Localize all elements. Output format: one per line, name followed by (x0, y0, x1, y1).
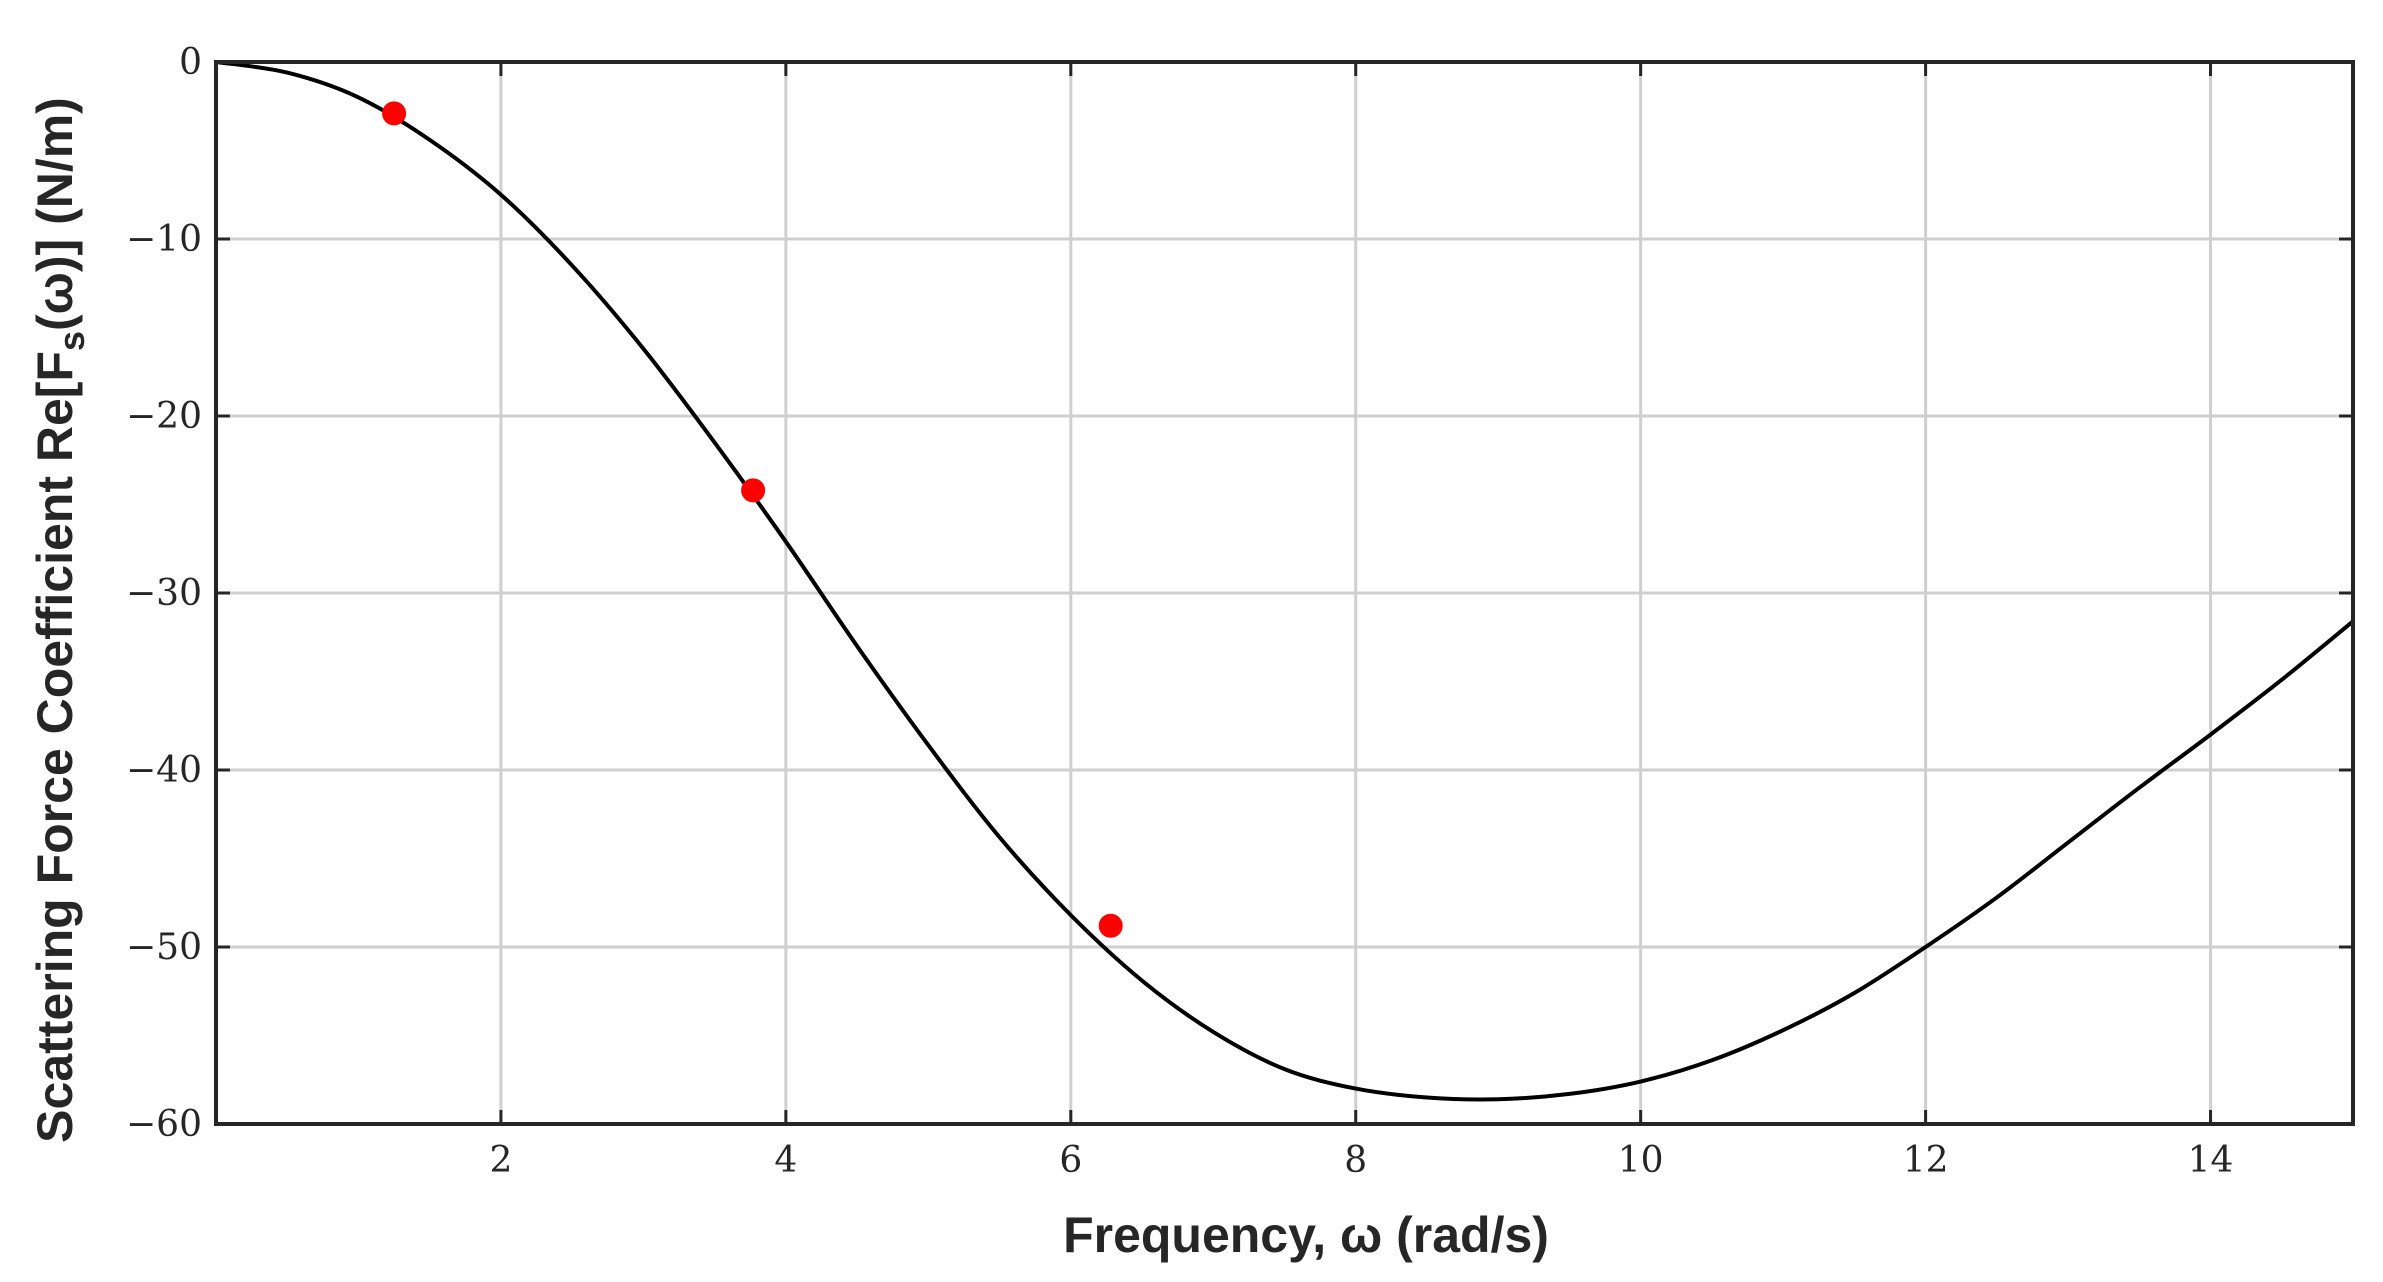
series-line (215, 60, 2355, 1102)
x-tick-label: 8 (1344, 1140, 1367, 1181)
y-axis-title-rest: (ω)] (N/m) (27, 97, 83, 331)
axes-box (214, 60, 2355, 1126)
y-tick-label: −10 (126, 219, 202, 260)
y-axis-title-subscript: s (51, 331, 92, 351)
data-point-marker (382, 101, 407, 126)
y-tick-label: −40 (126, 750, 202, 791)
data-point-marker (741, 478, 766, 503)
plot-series (215, 60, 2355, 1102)
y-tick-label: −50 (126, 927, 202, 968)
tick-labels: 2 4 6 8 10 12 14 0 −10 −20 −30 −40 −50 −60 (126, 42, 2233, 1181)
x-tick-label: 6 (1059, 1140, 1082, 1181)
y-axis-title-main: Scattering Force Coefficient Re[F (27, 351, 83, 1143)
data-point-marker (1098, 913, 1123, 938)
x-tick-label: 4 (774, 1140, 797, 1181)
y-tick-label: 0 (179, 42, 202, 83)
x-tick-label: 10 (1618, 1140, 1664, 1181)
x-tick-label: 2 (489, 1140, 512, 1181)
x-axis-title: Frequency, ω (rad/s) (1063, 1207, 1549, 1263)
y-tick-label: −30 (126, 573, 202, 614)
y-tick-label: −20 (126, 396, 202, 437)
x-tick-label: 12 (1903, 1140, 1949, 1181)
y-tick-label: −60 (126, 1104, 202, 1145)
axes (214, 60, 2355, 1126)
x-tick-label: 14 (2188, 1140, 2234, 1181)
y-axis-title: Scattering Force Coefficient Re[Fs(ω)] (… (27, 97, 92, 1143)
